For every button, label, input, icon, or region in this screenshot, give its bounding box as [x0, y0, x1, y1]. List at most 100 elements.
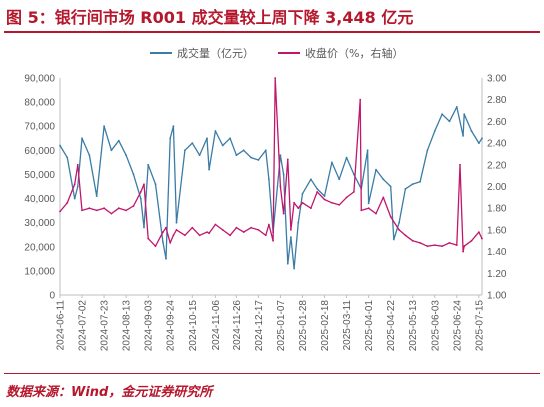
close-point	[282, 212, 285, 215]
y-right-tick-label: 1.60	[487, 225, 507, 236]
close-point	[448, 242, 451, 244]
close-point	[316, 191, 319, 193]
volume-point	[366, 149, 369, 152]
x-tick-label: 2024-11-26	[232, 300, 243, 351]
volume-point	[323, 195, 326, 198]
volume-point	[268, 178, 270, 181]
x-tick-label: 2024-11-06	[211, 300, 222, 351]
x-tick-label: 2025-07-15	[474, 300, 485, 352]
close-point	[117, 207, 120, 210]
volume-point	[81, 137, 83, 140]
x-tick-label: 2025-03-11	[342, 300, 353, 351]
y-right-tick-label: 2.40	[487, 139, 507, 150]
y-left-tick-label: 30,000	[24, 218, 55, 229]
close-point	[139, 191, 142, 193]
close-point	[103, 207, 105, 210]
close-point	[132, 205, 135, 207]
volume-point	[125, 154, 127, 157]
close-point	[257, 229, 260, 231]
volume-point	[175, 221, 178, 224]
x-tick-label: 2024-10-15	[188, 300, 199, 352]
close-point	[375, 212, 377, 215]
volume-point	[375, 168, 377, 171]
close-point	[184, 234, 186, 237]
y-left-tick-label: 90,000	[24, 74, 55, 85]
close-point	[338, 204, 341, 206]
volume-point	[257, 159, 260, 161]
volume-point	[169, 137, 172, 140]
close-point	[81, 209, 83, 212]
close-point	[463, 245, 466, 248]
volume-point	[353, 173, 355, 176]
close-point	[143, 183, 145, 186]
volume-point	[392, 238, 395, 241]
close-point	[310, 207, 312, 210]
close-point	[441, 245, 443, 248]
volume-point	[59, 144, 61, 147]
y-left-tick-label: 50,000	[24, 170, 55, 181]
x-tick-label: 2024-07-02	[78, 300, 89, 352]
close-point	[169, 242, 172, 244]
y-left-tick-label: 80,000	[24, 98, 55, 109]
y-right-tick-label: 3.00	[487, 74, 507, 85]
y-left-tick-label: 60,000	[24, 146, 55, 157]
volume-point	[290, 236, 292, 239]
close-point	[95, 209, 98, 212]
y-right-tick-label: 1.00	[487, 291, 507, 302]
close-point	[481, 237, 483, 240]
close-point	[323, 198, 326, 201]
close-point	[172, 234, 175, 237]
volume-point	[147, 163, 150, 166]
source-note: 数据来源：Wind，金元证券研究所	[6, 385, 213, 400]
volume-point	[221, 144, 224, 147]
close-point	[274, 77, 277, 79]
y-right-tick-label: 1.80	[487, 204, 507, 215]
close-point	[125, 209, 127, 212]
x-tick-label: 2024-06-11	[56, 300, 67, 351]
volume-point	[433, 130, 436, 132]
y-right-tick-label: 2.60	[487, 117, 507, 128]
y-left-tick-label: 10,000	[24, 266, 55, 277]
y-left-tick-label: 20,000	[24, 242, 55, 253]
volume-point	[88, 154, 91, 157]
source-rule	[4, 373, 540, 374]
close-point	[462, 250, 464, 253]
close-point	[426, 245, 429, 248]
volume-point	[331, 161, 333, 164]
close-point	[110, 212, 113, 215]
volume-point	[481, 137, 483, 140]
volume-series-line	[59, 106, 483, 270]
legend-label: 收盘价（%，右轴）	[305, 46, 403, 60]
volume-point	[191, 142, 194, 145]
volume-point	[110, 149, 113, 152]
close-point	[290, 229, 292, 231]
close-point	[367, 207, 370, 210]
close-point	[250, 226, 253, 229]
close-point	[264, 234, 267, 237]
close-point	[268, 223, 270, 226]
close-point	[331, 201, 333, 204]
volume-point	[172, 125, 175, 128]
close-point	[433, 244, 436, 247]
x-tick-label: 2025-06-03	[430, 300, 441, 352]
volume-point	[250, 156, 253, 159]
close-point	[191, 226, 194, 229]
close-point	[66, 201, 69, 204]
volume-point	[242, 149, 245, 152]
close-point	[88, 207, 91, 210]
close-point	[214, 223, 217, 226]
close-point	[175, 229, 178, 231]
close-point	[206, 231, 208, 234]
volume-point	[441, 113, 443, 116]
close-point	[279, 185, 282, 188]
close-point	[301, 201, 304, 204]
volume-point	[411, 183, 414, 186]
volume-point	[235, 154, 238, 157]
volume-point	[382, 178, 385, 181]
close-point	[389, 216, 392, 218]
volume-point	[206, 137, 208, 140]
volume-point	[367, 202, 370, 205]
x-tick-label: 2024-09-03	[144, 300, 155, 352]
volume-point	[279, 154, 282, 157]
